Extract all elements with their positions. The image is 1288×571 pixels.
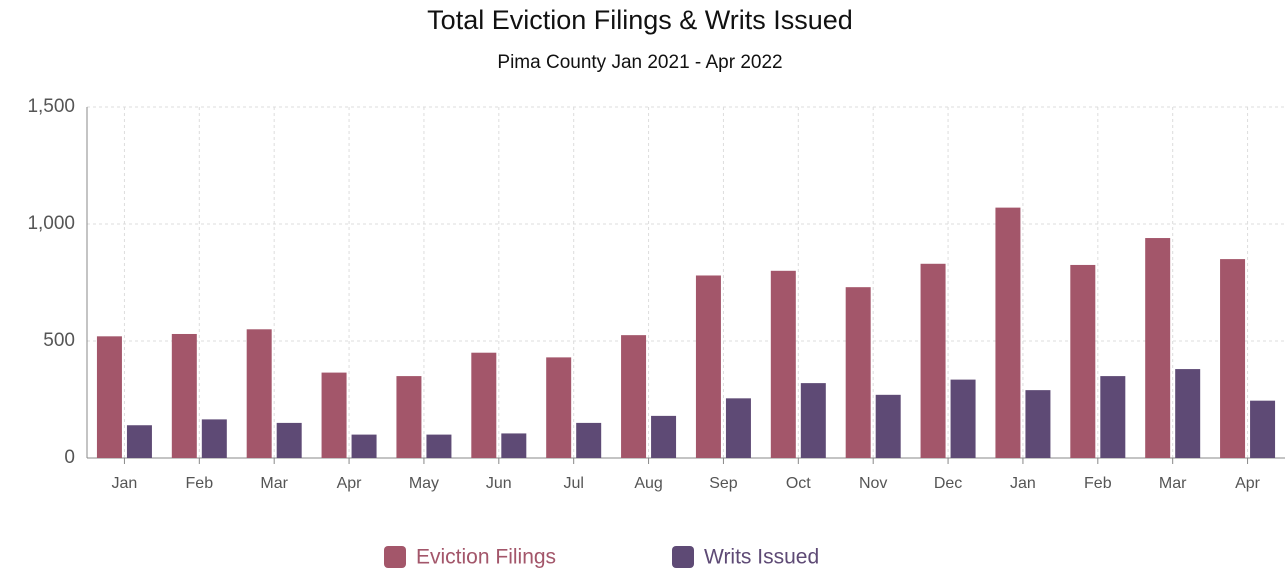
x-tick-label: Sep — [709, 475, 738, 492]
x-tick-label: Apr — [337, 475, 363, 492]
bar — [321, 372, 347, 458]
legend-swatch — [672, 546, 694, 568]
x-tick-label: Feb — [1084, 475, 1112, 492]
bar — [1250, 400, 1276, 458]
x-tick-label: Jun — [486, 475, 512, 492]
x-tick-label: Mar — [260, 475, 288, 492]
x-tick-label: Mar — [1159, 475, 1187, 492]
y-tick-label: 1,000 — [27, 213, 75, 234]
bar — [770, 270, 796, 458]
x-tick-label: Aug — [634, 475, 662, 492]
y-tick-label: 0 — [64, 447, 75, 468]
bar — [621, 335, 647, 458]
bar — [920, 263, 946, 458]
bar — [546, 357, 572, 458]
bar — [1025, 390, 1051, 458]
bar — [171, 333, 197, 458]
bar — [576, 422, 602, 458]
bar — [950, 379, 976, 458]
x-tick-label: Jul — [563, 475, 583, 492]
x-tick-label: Feb — [186, 475, 214, 492]
y-tick-label: 500 — [43, 330, 75, 351]
bar — [995, 207, 1021, 458]
x-tick-label: Nov — [859, 475, 887, 492]
bar — [126, 425, 152, 458]
bar — [1100, 376, 1126, 458]
bar — [845, 287, 871, 458]
x-tick-label: Jan — [112, 475, 138, 492]
bar — [201, 419, 227, 458]
chart-title: Total Eviction Filings & Writs Issued — [427, 5, 853, 35]
x-tick-label: Apr — [1235, 475, 1261, 492]
bar — [501, 433, 527, 458]
x-tick-label: Dec — [934, 475, 962, 492]
bar — [1220, 259, 1246, 458]
bar — [471, 352, 497, 458]
bar — [725, 398, 751, 458]
bar — [1175, 369, 1201, 458]
bar — [651, 415, 677, 458]
chart-subtitle: Pima County Jan 2021 - Apr 2022 — [497, 52, 782, 73]
x-tick-label: May — [409, 475, 439, 492]
bar — [1070, 264, 1096, 458]
legend-label: Writs Issued — [704, 546, 819, 569]
bar — [246, 329, 272, 458]
x-tick-label: Oct — [786, 475, 811, 492]
legend-label: Eviction Filings — [416, 546, 556, 569]
legend-swatch — [384, 546, 406, 568]
bar — [695, 275, 721, 458]
bar — [351, 434, 377, 458]
x-tick-label: Jan — [1010, 475, 1036, 492]
bar — [96, 336, 122, 458]
bar — [1145, 238, 1171, 458]
bar — [396, 376, 422, 458]
bar — [800, 383, 826, 458]
y-tick-label: 1,500 — [27, 96, 75, 117]
bar — [426, 434, 452, 458]
bar — [276, 422, 302, 458]
bar — [875, 394, 901, 458]
